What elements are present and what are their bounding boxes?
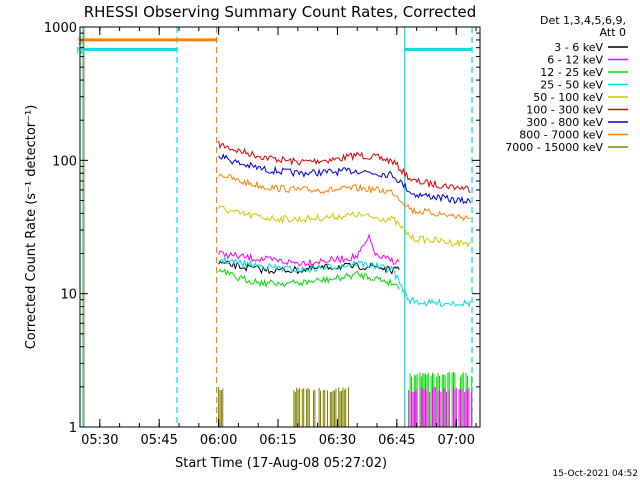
- y-axis-label: Corrected Count Rate (s⁻¹ detector⁻¹): [24, 105, 39, 350]
- series-line: [218, 173, 471, 222]
- x-tick-label: 06:30: [319, 433, 356, 448]
- chart-title: RHESSI Observing Summary Count Rates, Co…: [84, 3, 477, 21]
- y-tick-label: 1: [69, 421, 77, 436]
- x-tick-label: 06:45: [378, 433, 415, 448]
- x-tick-label: 07:00: [438, 433, 475, 448]
- legend-header: Att 0: [600, 26, 626, 39]
- x-tick-label: 06:00: [200, 433, 237, 448]
- legend-label: 800 - 7000 keV: [519, 129, 603, 142]
- legend-label: 100 - 300 keV: [526, 104, 603, 117]
- legend-label: 3 - 6 keV: [554, 41, 603, 54]
- y-tick-label: 1000: [44, 21, 77, 36]
- series-line: [218, 233, 400, 267]
- legend-label: 6 - 12 keV: [547, 54, 603, 67]
- series-line: [218, 268, 400, 290]
- y-tick-label: 10: [60, 288, 77, 303]
- plot-area: SN: [76, 27, 473, 427]
- series-line: [218, 205, 471, 248]
- footer-timestamp: 15-Oct-2021 04:52: [553, 469, 638, 479]
- x-tick-label: 05:30: [81, 433, 118, 448]
- legend-label: 7000 - 15000 keV: [505, 141, 603, 154]
- x-tick-label: 06:15: [259, 433, 296, 448]
- legend-label: 300 - 800 keV: [526, 116, 603, 129]
- legend-label: 50 - 100 keV: [533, 91, 603, 104]
- plot-frame: [79, 26, 481, 428]
- legend-label: 25 - 50 keV: [540, 79, 603, 92]
- axes: 05:30 05:45 06:00 06:15 06:30 06:45 07:00 1 10 10…: [44, 21, 480, 448]
- y-tick-label: 100: [52, 154, 77, 169]
- series-line: [218, 255, 472, 308]
- x-axis-label: Start Time (17-Aug-08 05:27:02): [175, 456, 387, 471]
- legend-label: 12 - 25 keV: [540, 66, 603, 79]
- legend-header: Det 1,3,4,5,6,9,: [540, 14, 626, 27]
- x-tick-label: 05:45: [140, 433, 177, 448]
- series-line: [218, 153, 472, 205]
- series-line: [218, 140, 471, 193]
